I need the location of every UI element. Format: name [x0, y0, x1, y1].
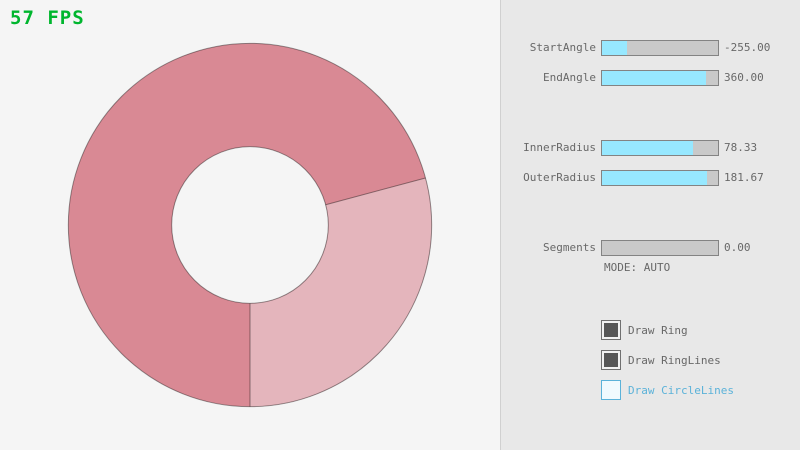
inner-radius-value: 78.33 — [724, 141, 758, 154]
slider-row-start-angle: StartAngle -255.00 — [501, 40, 800, 56]
inner-radius-label: InnerRadius — [523, 141, 596, 154]
outer-radius-slider[interactable] — [601, 170, 719, 186]
checkmark-fill — [604, 323, 618, 337]
inner-radius-slider-fill — [602, 141, 693, 155]
segments-slider[interactable] — [601, 240, 719, 256]
end-angle-slider[interactable] — [601, 70, 719, 86]
checkmark-fill — [604, 383, 618, 397]
checkmark-fill — [604, 353, 618, 367]
checkbox-draw-circlelines[interactable]: Draw CircleLines — [601, 380, 734, 400]
slider-row-segments: Segments 0.00 — [501, 240, 800, 256]
end-angle-label: EndAngle — [543, 71, 596, 84]
draw-ring-label: Draw Ring — [628, 323, 688, 337]
checkbox-draw-ring[interactable]: Draw Ring — [601, 320, 688, 340]
slider-row-end-angle: EndAngle 360.00 — [501, 70, 800, 86]
checkbox-draw-ringlines[interactable]: Draw RingLines — [601, 350, 721, 370]
draw-ring-checkbox[interactable] — [601, 320, 621, 340]
start-angle-slider[interactable] — [601, 40, 719, 56]
outer-radius-value: 181.67 — [724, 171, 764, 184]
control-panel: StartAngle -255.00 EndAngle 360.00 Inner… — [500, 0, 800, 450]
draw-circlelines-checkbox[interactable] — [601, 380, 621, 400]
draw-ringlines-label: Draw RingLines — [628, 353, 721, 367]
segments-label: Segments — [543, 241, 596, 254]
inner-radius-slider[interactable] — [601, 140, 719, 156]
segments-mode-text: MODE: AUTO — [604, 261, 671, 274]
end-angle-value: 360.00 — [724, 71, 764, 84]
segments-value: 0.00 — [724, 241, 751, 254]
slider-row-inner-radius: InnerRadius 78.33 — [501, 140, 800, 156]
outer-radius-slider-fill — [602, 171, 708, 185]
start-angle-label: StartAngle — [529, 41, 596, 54]
draw-ringlines-checkbox[interactable] — [601, 350, 621, 370]
slider-row-outer-radius: OuterRadius 181.67 — [501, 170, 800, 186]
start-angle-value: -255.00 — [724, 41, 771, 54]
outer-radius-label: OuterRadius — [523, 171, 596, 184]
start-angle-slider-fill — [602, 41, 628, 55]
draw-circlelines-label: Draw CircleLines — [628, 383, 734, 397]
ring-canvas — [67, 42, 433, 408]
fps-counter: 57 FPS — [10, 7, 85, 29]
end-angle-slider-fill — [602, 71, 707, 85]
